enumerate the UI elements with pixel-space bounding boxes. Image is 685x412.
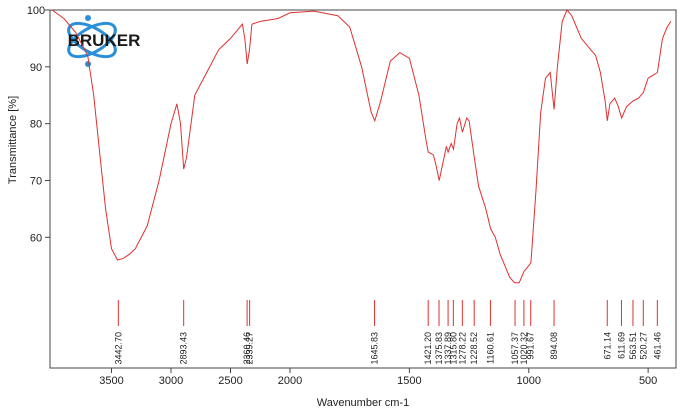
peak-label: 1315.80	[448, 332, 458, 365]
peak-label: 461.46	[652, 332, 662, 360]
x-tick-label: 3500	[99, 375, 123, 387]
peak-label: 1337.89	[443, 332, 453, 365]
x-tick-label: 2500	[218, 375, 242, 387]
peak-label: 2339.27	[245, 332, 255, 365]
y-tick-label: 60	[30, 232, 42, 244]
y-tick-label: 100	[27, 5, 45, 17]
peak-label: 894.08	[549, 332, 559, 360]
x-tick-label: 1000	[517, 375, 541, 387]
peak-label: 563.51	[628, 332, 638, 360]
x-tick-label: 500	[639, 375, 657, 387]
peak-label: 1645.83	[370, 332, 380, 365]
peak-label: 520.27	[638, 332, 648, 360]
peak-label: 1057.37	[510, 332, 520, 365]
y-axis-label: Transmittance [%]	[7, 96, 19, 184]
x-axis-label: Wavenumber cm-1	[317, 397, 410, 409]
logo: BRUKER	[67, 15, 141, 67]
peak-label: 2360.46	[242, 332, 252, 365]
peak-label: 2893.43	[179, 332, 189, 365]
x-tick-label: 2000	[278, 375, 302, 387]
peak-label: 1375.83	[434, 332, 444, 365]
peak-label: 1228.52	[469, 332, 479, 365]
spectrum-line	[51, 9, 672, 284]
peak-label: 611.69	[616, 332, 626, 359]
y-tick-label: 70	[30, 175, 42, 187]
x-tick-label: 3000	[159, 375, 183, 387]
logo-text: BRUKER	[68, 31, 141, 50]
y-tick-label: 90	[30, 62, 42, 74]
peak-label: 671.14	[602, 332, 612, 360]
peak-label: 1160.61	[485, 332, 495, 364]
plot-frame	[49, 9, 677, 369]
peak-label: 1020.32	[519, 332, 529, 365]
x-tick-label: 1500	[397, 375, 421, 387]
peak-label: 3442.70	[113, 332, 123, 365]
peak-label: 991.67	[526, 332, 536, 360]
peak-label: 1421.20	[423, 332, 433, 365]
peak-label: 1278.22	[457, 332, 467, 365]
y-tick-label: 80	[30, 119, 42, 131]
